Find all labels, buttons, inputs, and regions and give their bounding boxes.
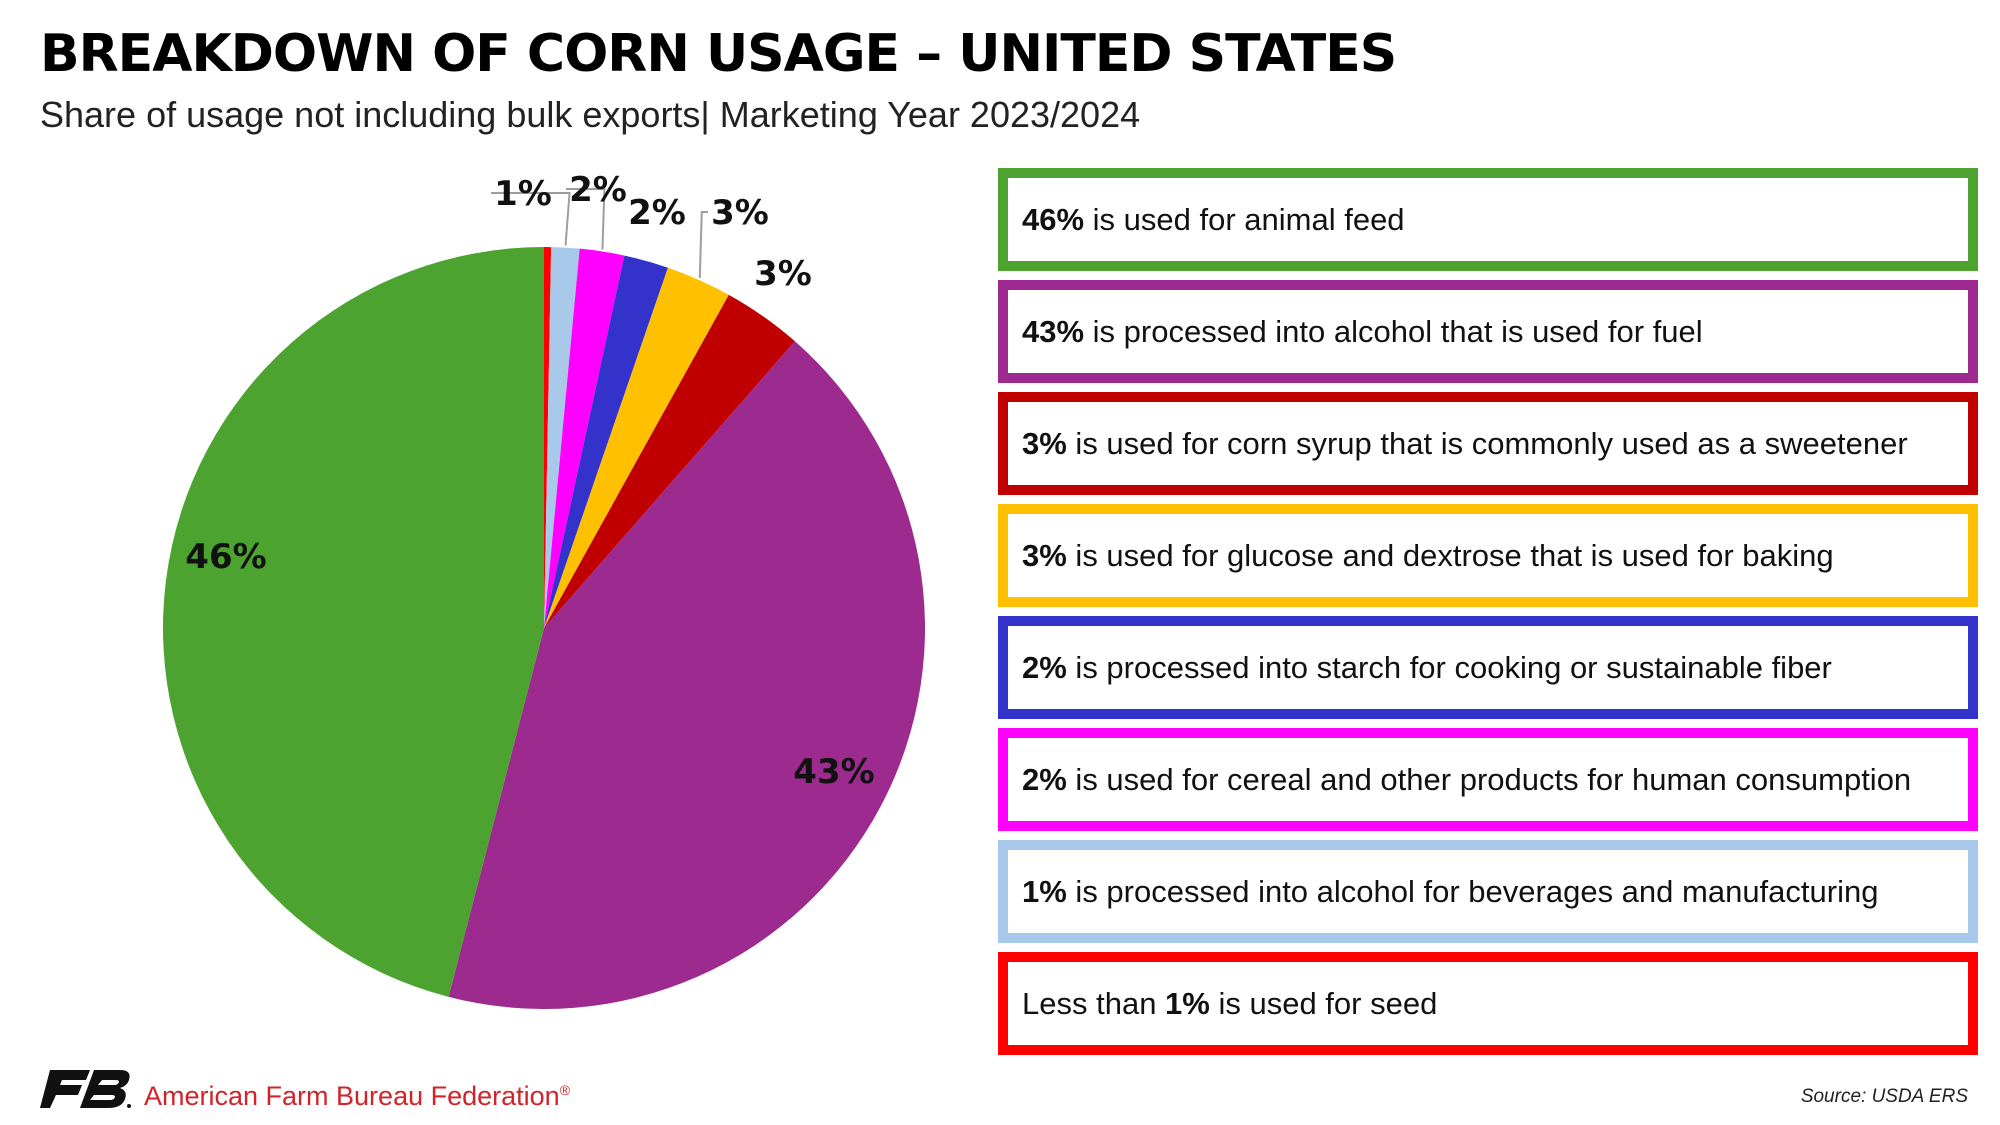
- pie-label: 3%: [754, 254, 812, 294]
- pie-slices: [163, 247, 925, 1009]
- pie-labels: 46% 43% 3% 3% 2%2% 1%: [185, 170, 874, 792]
- afbf-logo-icon: [40, 1070, 131, 1108]
- pie-slice-is-processed-into-starch-for-cooking-or-sustainable-fiber: [544, 255, 668, 629]
- chart-title: BREAKDOWN OF CORN USAGE – UNITED STATES: [40, 24, 1397, 84]
- chart-subtitle: Share of usage not including bulk export…: [40, 94, 1141, 135]
- legend-text: is processed into alcohol that is used f…: [1084, 313, 1703, 349]
- legend-percent: 2%: [1022, 649, 1067, 685]
- legend: 46% is used for animal feed 43% is proces…: [998, 168, 1978, 1064]
- legend-percent: 43%: [1022, 313, 1085, 349]
- legend-text: is processed into alcohol for beverages …: [1066, 873, 1879, 909]
- pie-slice-is-used-for-seed: [544, 247, 552, 628]
- legend-item: 46% is used for animal feed: [998, 168, 1978, 271]
- pie-label: 43%: [793, 752, 874, 792]
- pie-slice-is-used-for-glucose-and-dextrose-that-is-used-for-baking: [544, 267, 729, 628]
- legend-percent: 3%: [1022, 425, 1067, 461]
- pie-slice-is-used-for-corn-syrup-that-is-commonly-used-as-a-sweetener: [544, 294, 795, 628]
- pie-slice-is-processed-into-alcohol-that-is-used-for-fuel: [448, 341, 925, 1009]
- pie-label: 3%: [711, 193, 769, 233]
- pie-slice-is-used-for-animal-feed: [163, 247, 545, 997]
- legend-item: 3% is used for glucose and dextrose that…: [998, 504, 1978, 607]
- legend-percent: 2%: [1022, 761, 1067, 797]
- legend-text: is used for seed: [1209, 985, 1438, 1021]
- legend-percent: 1%: [1022, 873, 1067, 909]
- pie-chart: 46% 43% 3% 3% 2%2% 1%: [163, 170, 925, 1009]
- legend-item: 43% is processed into alcohol that is us…: [998, 280, 1978, 383]
- pie-slice-is-used-for-cereal-and-other-products-for-human-consumption: [544, 248, 625, 628]
- legend-text: is used for corn syrup that is commonly …: [1066, 425, 1908, 461]
- pie-slice-is-processed-into-alcohol-for-beverages-and-manufacturing: [544, 247, 580, 628]
- pie-label: 2%: [569, 170, 627, 210]
- pie-label: 2%: [628, 193, 686, 233]
- pie-leader-lines: [491, 188, 708, 279]
- legend-percent: 1%: [1165, 985, 1210, 1021]
- legend-item: 3% is used for corn syrup that is common…: [998, 392, 1978, 495]
- legend-text: is used for animal feed: [1084, 201, 1405, 237]
- legend-percent: 3%: [1022, 537, 1067, 573]
- pie-label: 46%: [185, 537, 266, 577]
- legend-text: is processed into starch for cooking or …: [1066, 649, 1832, 685]
- legend-item: 2% is processed into starch for cooking …: [998, 616, 1978, 719]
- leader-line: [566, 188, 606, 250]
- leader-line: [698, 211, 708, 279]
- pie-label: 1%: [494, 174, 552, 214]
- legend-text: is used for glucose and dextrose that is…: [1066, 537, 1834, 573]
- legend-item: 1% is processed into alcohol for beverag…: [998, 840, 1978, 943]
- organization-name: American Farm Bureau Federation®: [144, 1081, 571, 1111]
- legend-percent: 46%: [1022, 201, 1085, 237]
- leader-line: [491, 192, 571, 246]
- legend-item: Less than 1% is used for seed: [998, 952, 1978, 1055]
- legend-text: is used for cereal and other products fo…: [1066, 761, 1912, 797]
- source-note: Source: USDA ERS: [1800, 1086, 1968, 1107]
- legend-item: 2% is used for cereal and other products…: [998, 728, 1978, 831]
- legend-prefix: Less than: [1022, 985, 1166, 1021]
